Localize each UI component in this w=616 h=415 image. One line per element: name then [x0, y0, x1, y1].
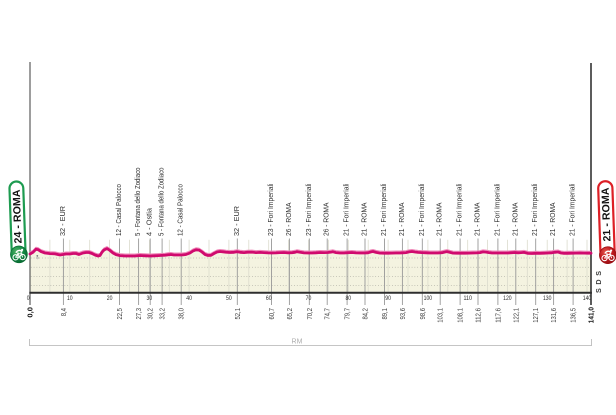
svg-text:74,7: 74,7	[323, 308, 332, 320]
svg-text:40: 40	[186, 295, 192, 302]
svg-text:89,1: 89,1	[380, 308, 389, 320]
svg-text:0,0: 0,0	[26, 307, 35, 318]
svg-text:8,4: 8,4	[59, 308, 68, 316]
svg-text:26 - ROMA: 26 - ROMA	[324, 202, 331, 236]
svg-text:140: 140	[583, 295, 592, 302]
svg-text:21 - Fori Imperiali: 21 - Fori Imperiali	[381, 183, 388, 236]
svg-text:20: 20	[107, 295, 113, 302]
svg-text:84,2: 84,2	[361, 308, 370, 320]
svg-text:21 - Fori Imperiali: 21 - Fori Imperiali	[570, 183, 577, 236]
svg-text:100: 100	[424, 295, 433, 302]
svg-text:110: 110	[463, 295, 472, 302]
svg-text:24 - ROMA: 24 - ROMA	[11, 189, 25, 244]
svg-text:5 - Fontana dello Zodiaco: 5 - Fontana dello Zodiaco	[135, 167, 142, 236]
svg-text:5 - Fontana dello Zodiaco: 5 - Fontana dello Zodiaco	[159, 167, 166, 236]
svg-text:141,0: 141,0	[587, 307, 596, 323]
svg-text:21 - ROMA: 21 - ROMA	[437, 202, 444, 236]
svg-text:12 - Casal Palocco: 12 - Casal Palocco	[116, 184, 123, 236]
svg-text:21 - Fori Imperiali: 21 - Fori Imperiali	[419, 183, 426, 236]
svg-text:122,1: 122,1	[511, 308, 520, 323]
svg-text:21 - Fori Imperiali: 21 - Fori Imperiali	[494, 183, 501, 236]
svg-text:112,6: 112,6	[474, 308, 483, 323]
svg-text:33,2: 33,2	[158, 308, 167, 320]
svg-text:RM: RM	[292, 338, 303, 345]
svg-text:50: 50	[226, 295, 232, 302]
svg-text:21 - ROMA: 21 - ROMA	[550, 202, 557, 236]
svg-text:23 - Fori Imperiali: 23 - Fori Imperiali	[306, 183, 313, 236]
svg-text:21 - ROMA: 21 - ROMA	[512, 202, 519, 236]
svg-text:4 - Ostia: 4 - Ostia	[147, 208, 154, 236]
svg-text:98,6: 98,6	[418, 308, 427, 320]
svg-text:120: 120	[503, 295, 512, 302]
svg-text:93,6: 93,6	[398, 308, 407, 320]
svg-text:23 - Fori Imperiali: 23 - Fori Imperiali	[268, 183, 275, 236]
svg-text:127,1: 127,1	[531, 308, 540, 323]
svg-text:103,1: 103,1	[436, 308, 445, 323]
svg-text:21 - ROMA: 21 - ROMA	[399, 202, 406, 236]
svg-text:21 - Fori Imperiali: 21 - Fori Imperiali	[457, 183, 464, 236]
svg-text:38,0: 38,0	[177, 308, 186, 320]
svg-text:21 - Fori Imperiali: 21 - Fori Imperiali	[344, 183, 351, 236]
svg-text:32 - EUR: 32 - EUR	[234, 206, 241, 236]
svg-text:22,5: 22,5	[115, 308, 124, 320]
svg-text:70: 70	[306, 295, 312, 302]
svg-text:21 - ROMA: 21 - ROMA	[475, 202, 482, 236]
svg-text:10: 10	[67, 295, 73, 302]
svg-text:70,2: 70,2	[305, 308, 314, 320]
svg-text:21 - Fori Imperiali: 21 - Fori Imperiali	[532, 183, 539, 236]
svg-text:65,2: 65,2	[285, 308, 294, 320]
svg-text:27,3: 27,3	[134, 308, 143, 320]
svg-text:52,1: 52,1	[233, 308, 242, 320]
svg-text:117,6: 117,6	[493, 308, 502, 323]
svg-text:12 - Casal Palocco: 12 - Casal Palocco	[178, 184, 185, 236]
svg-text:60,7: 60,7	[267, 308, 276, 320]
svg-text:90: 90	[385, 295, 391, 302]
svg-text:SDS: SDS	[594, 271, 603, 293]
svg-text:21 - ROMA: 21 - ROMA	[362, 202, 369, 236]
svg-text:30,2: 30,2	[146, 308, 155, 320]
svg-text:80: 80	[345, 295, 351, 302]
svg-text:26 - ROMA: 26 - ROMA	[286, 202, 293, 236]
svg-text:130: 130	[543, 295, 552, 302]
svg-text:21 - ROMA: 21 - ROMA	[600, 187, 614, 242]
svg-text:131,6: 131,6	[549, 308, 558, 323]
svg-text:0: 0	[27, 295, 30, 302]
svg-text:136,5: 136,5	[569, 308, 578, 323]
svg-text:108,1: 108,1	[456, 308, 465, 323]
svg-text:30: 30	[147, 295, 153, 302]
svg-text:79,7: 79,7	[343, 308, 352, 320]
svg-text:32 - EUR: 32 - EUR	[60, 206, 67, 236]
svg-text:60: 60	[266, 295, 272, 302]
